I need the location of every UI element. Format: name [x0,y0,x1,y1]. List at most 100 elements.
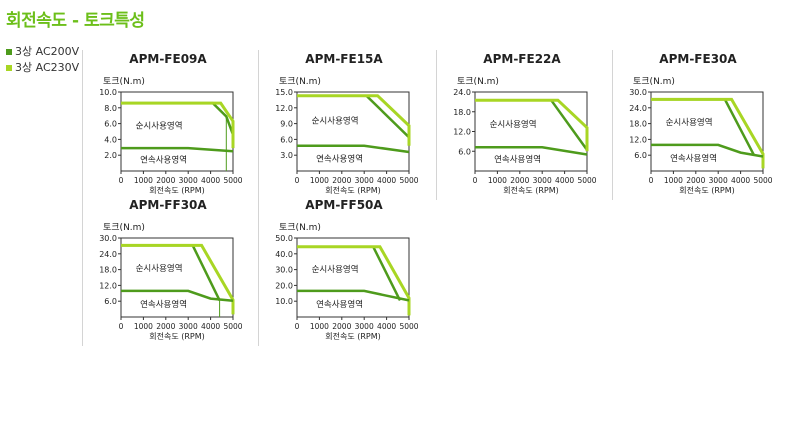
y-tick-label: 24.0 [99,250,117,259]
x-tick-label: 1000 [664,176,683,185]
page-title: 회전속도 - 토크특성 [6,11,145,31]
region-label-peak: 순시사용영역 [666,117,713,128]
x-tick-label: 0 [119,322,124,331]
series-line-ac230v-peak [121,101,235,149]
x-tick-label: 1000 [134,322,153,331]
y-tick-label: 6.0 [280,135,293,144]
x-tick-label: 1000 [488,176,507,185]
chart-fe15a: 토크(N.m) 3.0 6.0 9.0 12.0 15.0 0 1000 2000 3000 400… [275,77,419,195]
legend-item-ac230v: 3상 AC230V [6,60,79,76]
x-tick-label: 3000 [179,176,198,185]
x-tick-label: 3000 [179,322,198,331]
y-axis-label: 토크(N.m) [633,77,675,87]
chart-fe09a: 토크(N.m) 2.0 4.0 6.0 8.0 10.0 0 1000 2000 3000 4000… [99,77,243,195]
series-line-ac230v-peak [297,245,411,316]
y-axis-label: 토크(N.m) [279,77,321,87]
y-axis-label: 토크(N.m) [279,223,321,233]
plot-area [296,237,410,318]
x-tick-label: 4000 [201,322,220,331]
series-legend: 3상 AC200V 3상 AC230V [6,44,79,76]
x-axis-label: 회전속도 (RPM) [149,331,205,341]
plot-area [296,91,410,172]
region-label-continuous: 연속사용영역 [670,153,717,164]
chart-panel-ff30a: APM-FF30A 토크(N.m) 6.0 12.0 18.0 24.0 30.0 0 100… [82,196,253,346]
region-label-peak: 순시사용영역 [312,116,359,127]
series-line-ac200v-continuous [297,144,410,154]
chart-title: APM-FF30A [129,198,207,212]
plot-area [650,91,764,172]
x-axis-label: 회전속도 (RPM) [325,185,381,195]
x-tick-label: 2000 [332,176,351,185]
y-tick-label: 24.0 [629,104,647,113]
y-tick-label: 6.0 [458,147,471,156]
y-tick-label: 20.0 [275,281,293,290]
series-line-ac200v-continuous [121,289,234,302]
chart-title: APM-FE30A [659,52,737,66]
x-axis-label: 회전속도 (RPM) [149,185,205,195]
series-line-ac230v-peak [121,243,235,315]
y-tick-label: 8.0 [104,104,117,113]
chart-title: APM-FE22A [483,52,561,66]
x-tick-label: 1000 [134,176,153,185]
region-label-continuous: 연속사용영역 [140,299,187,310]
y-tick-label: 12.0 [453,128,471,137]
x-tick-label: 0 [649,176,654,185]
x-axis-label: 회전속도 (RPM) [679,185,735,195]
x-tick-label: 3000 [709,176,728,185]
y-tick-label: 30.0 [275,266,293,275]
y-tick-label: 4.0 [104,135,117,144]
x-tick-label: 0 [295,322,300,331]
x-tick-label: 5000 [753,176,772,185]
y-tick-label: 30.0 [629,88,647,97]
legend-swatch-ac230v [6,65,12,71]
series-line-ac200v-continuous [475,146,588,156]
chart-title: APM-FE09A [129,52,207,66]
region-label-peak: 순시사용영역 [136,121,183,132]
y-tick-label: 18.0 [629,120,647,129]
chart-panel-ff50a: APM-FF50A 토크(N.m) 10.0 20.0 30.0 40.0 50.0 0 10… [258,196,429,346]
x-tick-label: 1000 [310,322,329,331]
y-tick-label: 2.0 [104,151,117,160]
plot-area [120,237,234,318]
x-tick-label: 2000 [686,176,705,185]
series-line-ac230v-peak [651,97,765,169]
chart-panel-fe15a: APM-FE15A 토크(N.m) 3.0 6.0 9.0 12.0 15.0 0 1000 2… [258,50,429,200]
x-tick-label: 5000 [399,322,418,331]
y-tick-label: 15.0 [275,88,293,97]
x-tick-label: 1000 [310,176,329,185]
x-tick-label: 0 [473,176,478,185]
x-axis-label: 회전속도 (RPM) [503,185,559,195]
chart-ff50a: 토크(N.m) 10.0 20.0 30.0 40.0 50.0 0 1000 2000 3000… [275,223,419,341]
legend-label-ac230v: 3상 AC230V [15,61,80,74]
x-tick-label: 2000 [510,176,529,185]
chart-panel-fe30a: APM-FE30A 토크(N.m) 6.0 12.0 18.0 24.0 30.0 0 100… [612,50,783,200]
chart-title: APM-FF50A [305,198,383,212]
x-tick-label: 2000 [156,176,175,185]
y-tick-label: 12.0 [629,135,647,144]
x-tick-label: 5000 [399,176,418,185]
x-tick-label: 4000 [201,176,220,185]
series-line-ac230v-peak [297,94,411,146]
region-label-peak: 순시사용영역 [136,263,183,274]
y-tick-label: 12.0 [275,104,293,113]
y-tick-label: 30.0 [99,234,117,243]
region-label-continuous: 연속사용영역 [140,155,187,166]
x-tick-label: 4000 [555,176,574,185]
chart-fe22a: 토크(N.m) 6.0 12.0 18.0 24.0 0 1000 2000 3000 4000 5… [453,77,597,195]
y-tick-label: 6.0 [634,151,647,160]
y-tick-label: 6.0 [104,120,117,129]
x-tick-label: 4000 [377,322,396,331]
x-tick-label: 3000 [533,176,552,185]
x-tick-label: 4000 [731,176,750,185]
y-axis-label: 토크(N.m) [103,77,145,87]
x-tick-label: 0 [119,176,124,185]
y-tick-label: 3.0 [280,151,293,160]
x-tick-label: 5000 [223,176,242,185]
region-label-peak: 순시사용영역 [490,119,537,130]
y-tick-label: 12.0 [99,281,117,290]
region-label-peak: 순시사용영역 [312,264,359,275]
y-tick-label: 10.0 [99,88,117,97]
y-tick-label: 10.0 [275,297,293,306]
chart-fe30a: 토크(N.m) 6.0 12.0 18.0 24.0 30.0 0 1000 2000 3000 4… [629,77,773,195]
y-tick-label: 18.0 [99,266,117,275]
